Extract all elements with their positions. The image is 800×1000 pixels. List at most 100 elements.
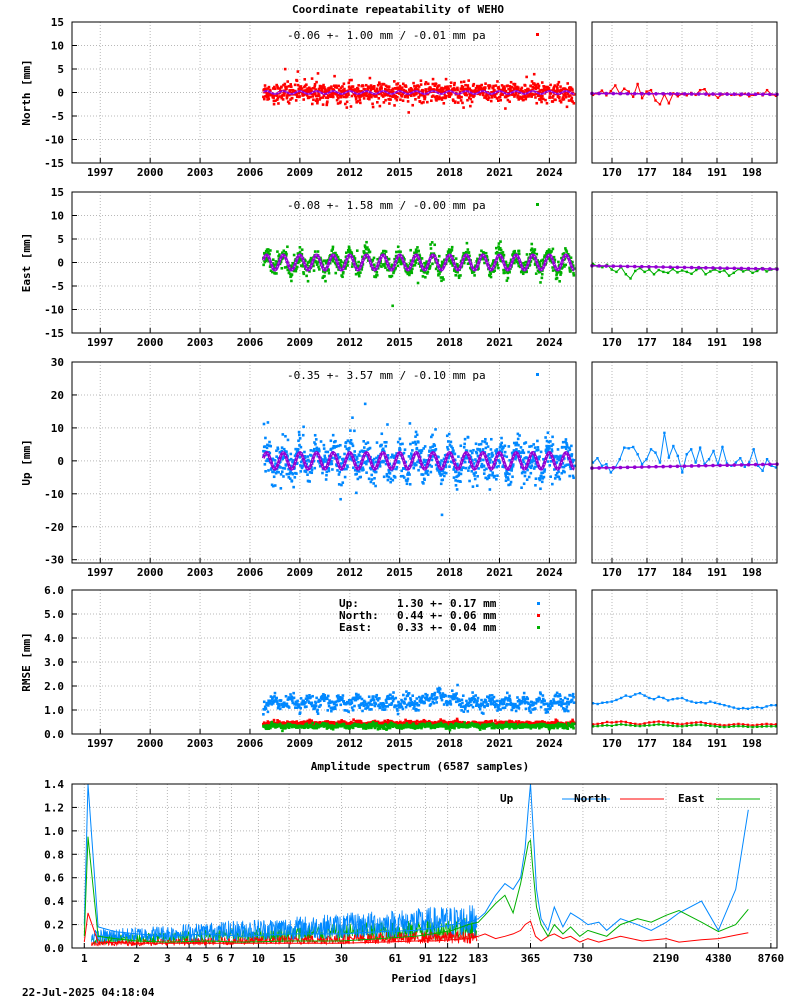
data-point xyxy=(528,709,531,713)
data-point xyxy=(499,248,503,252)
data-point xyxy=(267,97,271,101)
data-point xyxy=(482,700,486,704)
recent-model-point xyxy=(661,265,665,269)
recent-east-point xyxy=(765,270,768,273)
data-point xyxy=(504,479,508,482)
data-point xyxy=(521,470,525,474)
data-point xyxy=(292,696,296,700)
data-point xyxy=(531,88,534,92)
data-point xyxy=(304,259,307,263)
data-point xyxy=(273,85,276,89)
data-point xyxy=(429,470,433,474)
data-point xyxy=(560,89,564,93)
data-point xyxy=(473,477,477,481)
data-point xyxy=(271,702,275,705)
data-point xyxy=(340,483,343,487)
data-point xyxy=(359,720,363,723)
data-point xyxy=(438,272,441,276)
data-point xyxy=(421,473,425,476)
recent-model-point xyxy=(682,92,687,96)
recent-east-point xyxy=(662,270,665,274)
data-point xyxy=(292,722,296,725)
data-point xyxy=(472,472,476,475)
data-point xyxy=(530,242,534,246)
data-point xyxy=(499,449,502,453)
data-point xyxy=(507,703,511,706)
data-point xyxy=(494,84,498,87)
data-point xyxy=(540,100,543,104)
data-point xyxy=(459,80,463,84)
data-point xyxy=(447,257,451,260)
data-point xyxy=(529,84,533,88)
data-point xyxy=(352,255,356,258)
data-point xyxy=(384,705,387,708)
data-point xyxy=(357,704,361,707)
data-point xyxy=(270,483,274,487)
recent-east-point xyxy=(718,270,721,274)
data-point xyxy=(462,80,466,84)
data-point xyxy=(527,450,530,454)
data-point xyxy=(333,705,337,709)
data-point xyxy=(337,473,341,476)
data-point xyxy=(347,245,351,249)
data-point xyxy=(369,703,372,706)
data-point xyxy=(538,263,542,267)
data-point xyxy=(386,85,390,88)
side-panel-frame xyxy=(591,191,778,334)
data-point xyxy=(424,88,427,91)
data-point xyxy=(485,467,488,471)
data-point xyxy=(436,85,440,88)
data-point xyxy=(555,276,559,280)
data-point xyxy=(465,699,468,703)
data-point xyxy=(407,455,411,458)
data-point xyxy=(271,697,274,701)
data-point xyxy=(534,96,537,99)
data-point xyxy=(266,459,270,463)
data-point xyxy=(382,460,385,464)
recent-model-point xyxy=(647,265,651,269)
data-point xyxy=(556,457,559,461)
data-point xyxy=(552,255,556,259)
data-point xyxy=(385,697,389,701)
data-point xyxy=(363,700,367,704)
data-point xyxy=(541,94,544,98)
data-point xyxy=(520,451,524,454)
legend-marker xyxy=(536,373,539,376)
data-point xyxy=(374,695,378,699)
data-point xyxy=(563,92,567,95)
xtick-label: 2009 xyxy=(287,166,314,179)
data-point xyxy=(559,273,562,276)
data-point xyxy=(465,241,469,245)
data-point xyxy=(268,701,272,705)
data-point xyxy=(398,84,402,88)
data-point xyxy=(313,250,317,253)
data-point xyxy=(547,704,551,707)
data-point xyxy=(534,87,538,91)
data-point xyxy=(547,707,550,711)
data-point xyxy=(466,84,470,87)
data-point xyxy=(539,259,543,263)
recent-model-point xyxy=(604,264,609,268)
data-point xyxy=(374,470,378,474)
data-point xyxy=(314,721,318,724)
data-point xyxy=(546,251,550,255)
data-point xyxy=(378,104,382,108)
data-point xyxy=(387,721,390,725)
data-point xyxy=(305,263,309,267)
data-point xyxy=(447,723,450,727)
data-point xyxy=(313,447,316,451)
recent-east-point xyxy=(634,269,637,273)
data-point xyxy=(411,264,415,267)
data-point xyxy=(268,252,271,256)
data-point xyxy=(457,276,461,280)
data-point xyxy=(312,264,315,268)
data-point xyxy=(413,440,417,444)
data-point xyxy=(404,697,407,701)
data-point xyxy=(381,95,385,98)
recent-north-point xyxy=(716,96,720,99)
data-point xyxy=(411,92,415,95)
data-point xyxy=(331,259,335,263)
data-point xyxy=(509,701,513,705)
data-point xyxy=(513,449,517,453)
data-point xyxy=(486,258,490,262)
